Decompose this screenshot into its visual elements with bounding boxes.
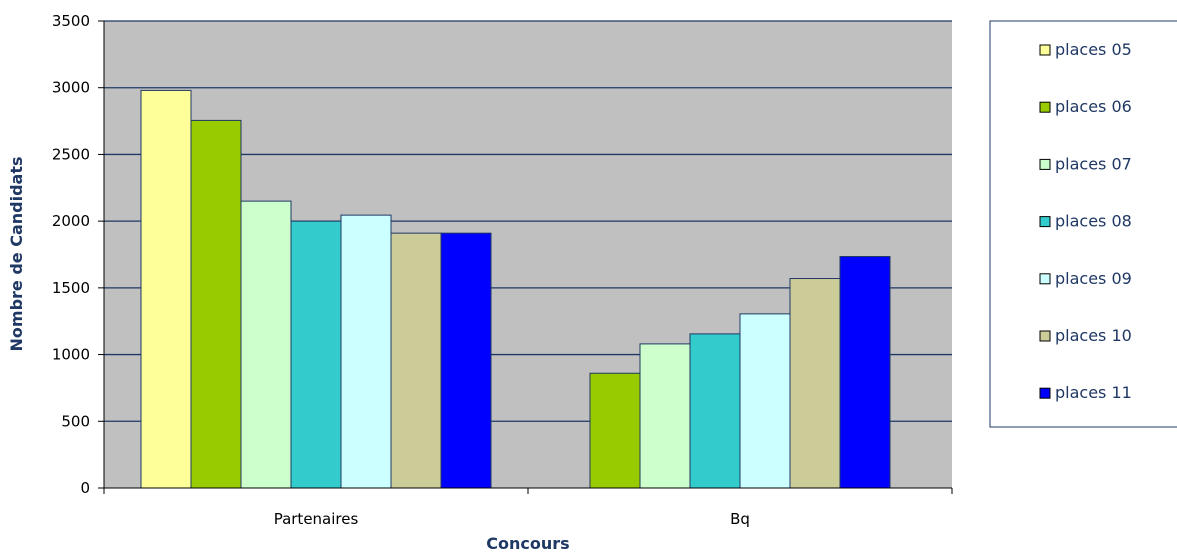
legend-swatch — [1039, 330, 1051, 342]
legend-label: places 05 — [1055, 40, 1132, 59]
y-tick-labels: 0 500 1000 1500 2000 2500 3000 3500 — [52, 12, 90, 497]
x-tick-label: Partenaires — [274, 510, 359, 528]
y-tick-label: 2000 — [52, 212, 90, 230]
legend-label: places 07 — [1055, 154, 1132, 173]
y-tick-label: 3000 — [52, 79, 90, 97]
bar — [689, 333, 741, 489]
y-tick-label: 3500 — [52, 12, 90, 30]
legend-swatch — [1039, 101, 1051, 113]
legend-label: places 09 — [1055, 269, 1132, 288]
bar — [290, 220, 342, 489]
y-tick-label: 500 — [61, 412, 90, 430]
bar — [639, 343, 691, 489]
bar — [390, 232, 442, 489]
legend-swatch — [1039, 387, 1051, 399]
bar — [589, 372, 641, 489]
bar — [839, 256, 891, 489]
legend-swatch — [1039, 158, 1051, 170]
y-tick-label: 0 — [80, 479, 90, 497]
bar — [739, 313, 791, 489]
axes — [98, 20, 953, 494]
x-axis-title: Concours — [486, 534, 569, 553]
y-tick-label: 1500 — [52, 279, 90, 297]
legend-label: places 10 — [1055, 326, 1132, 345]
legend-swatch — [1039, 44, 1051, 56]
legend-label: places 08 — [1055, 212, 1132, 231]
legend-label: places 11 — [1055, 383, 1132, 402]
bar — [240, 200, 292, 489]
bar — [789, 278, 841, 489]
bar — [340, 214, 392, 489]
bar — [140, 89, 192, 489]
bar — [190, 119, 242, 489]
bar — [440, 232, 492, 489]
x-tick-label: Bq — [730, 510, 750, 528]
y-axis-title: Nombre de Candidats — [7, 157, 26, 352]
y-tick-label: 1000 — [52, 346, 90, 364]
x-tick-labels: Partenaires Bq — [274, 510, 750, 528]
legend-label: places 06 — [1055, 97, 1132, 116]
legend-swatch — [1039, 273, 1051, 285]
legend: places 05 places 06 places 07 places 08 plac… — [989, 20, 1177, 428]
y-tick-label: 2500 — [52, 145, 90, 163]
legend-box — [989, 20, 1177, 428]
legend-swatch — [1039, 216, 1051, 228]
